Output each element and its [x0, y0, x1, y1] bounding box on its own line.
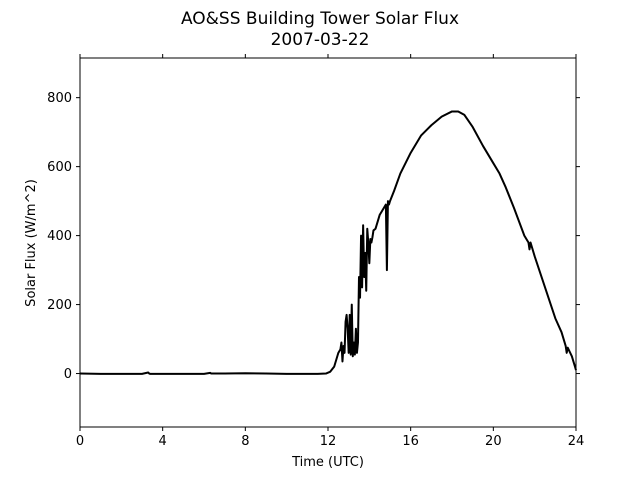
chart-title: AO&SS Building Tower Solar Flux [181, 9, 459, 29]
x-tick-label: 4 [159, 434, 167, 449]
y-tick-label: 600 [47, 160, 72, 175]
x-tick-label: 8 [241, 434, 249, 449]
x-tick-label: 0 [76, 434, 84, 449]
y-tick-label: 400 [47, 229, 72, 244]
axis-ticks [76, 54, 580, 431]
x-tick-label: 24 [568, 434, 585, 449]
chart-subtitle: 2007-03-22 [271, 30, 370, 50]
x-axis-label: Time (UTC) [291, 455, 364, 470]
solar-flux-series-line [79, 110, 577, 375]
y-tick-label: 200 [47, 298, 72, 313]
y-tick-label: 0 [64, 367, 72, 382]
plot-frame [79, 57, 577, 428]
y-tick-label: 800 [47, 91, 72, 106]
x-tick-label: 20 [485, 434, 502, 449]
axis-tick-labels: 0 4 8 12 16 20 24 0 200 400 600 800 [47, 91, 584, 449]
x-tick-label: 12 [320, 434, 337, 449]
x-tick-label: 16 [402, 434, 419, 449]
y-axis-label: Solar Flux (W/m^2) [24, 179, 39, 307]
